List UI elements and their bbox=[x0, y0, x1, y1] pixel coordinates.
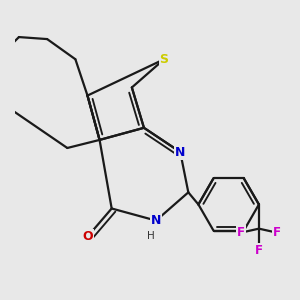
Text: N: N bbox=[151, 214, 161, 227]
Text: H: H bbox=[147, 231, 155, 241]
Text: F: F bbox=[255, 244, 263, 257]
Text: F: F bbox=[273, 226, 281, 239]
Text: F: F bbox=[237, 226, 245, 239]
Text: O: O bbox=[82, 230, 93, 243]
Text: N: N bbox=[175, 146, 185, 158]
Text: S: S bbox=[160, 53, 169, 66]
